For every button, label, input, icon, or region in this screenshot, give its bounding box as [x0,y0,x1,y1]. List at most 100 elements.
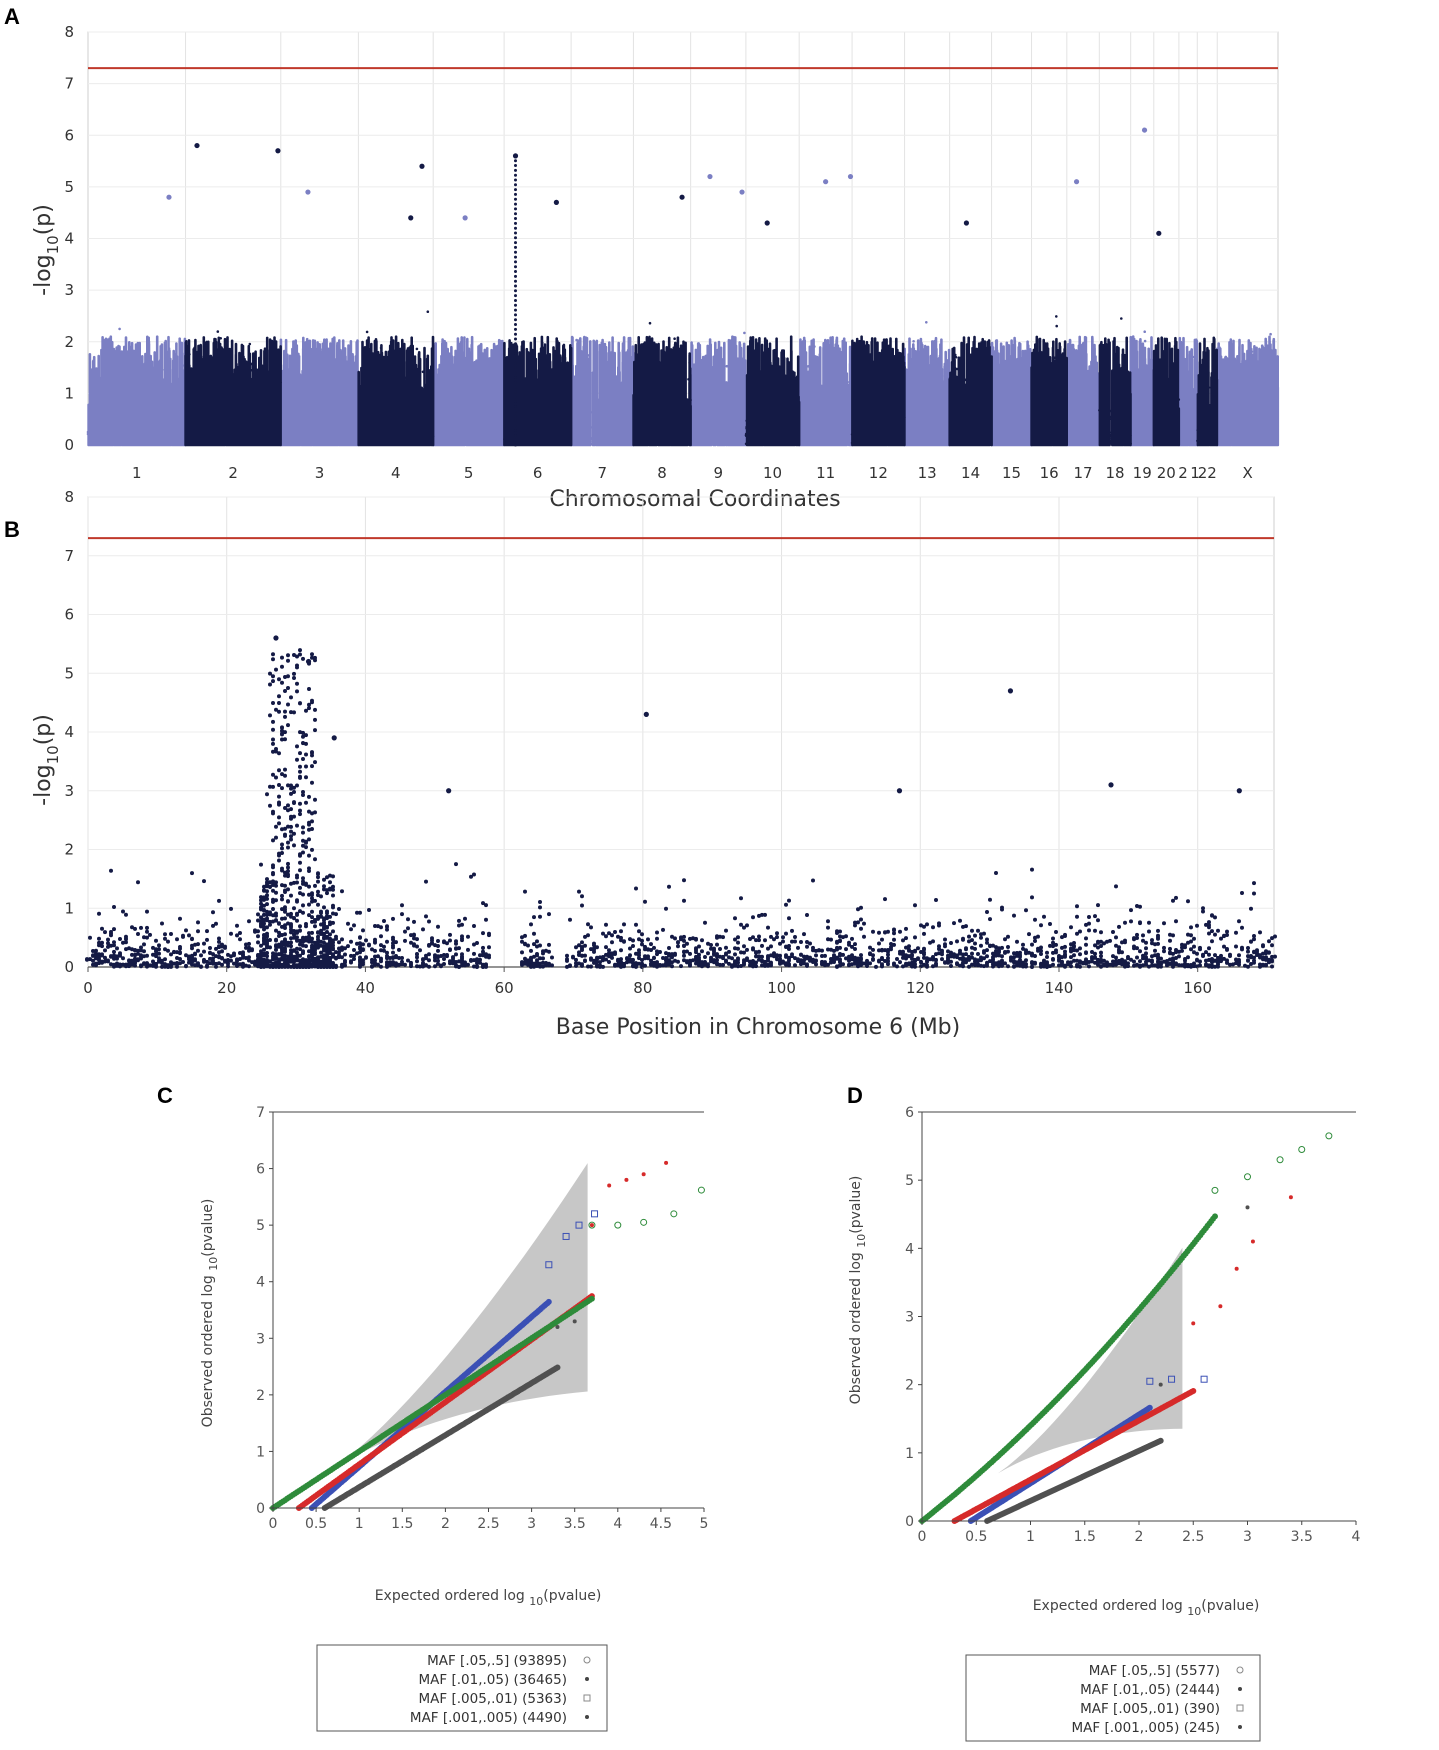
y-tick-label: 0 [256,1501,265,1517]
x-tick-label: 3.5 [564,1516,586,1532]
qq-point [640,1218,648,1226]
x-tick-label: 12 [869,464,888,482]
y-tick-label: 1 [256,1444,265,1460]
x-tick-label: 0 [83,979,93,997]
y-tick-label: 2 [64,333,74,351]
x-tick-label: 80 [633,979,652,997]
qq-point [1325,1132,1333,1140]
qq-point [1200,1375,1208,1383]
top-hit-point [166,194,172,200]
y-tick-label: 0 [905,1514,914,1530]
qq-point [575,1221,583,1229]
legend-marker [1238,1687,1242,1691]
qq-point [624,1177,629,1182]
top-hit-point [963,220,970,226]
qq-point [1218,1304,1223,1309]
data-points-a [86,127,1280,447]
y-tick-label: 6 [256,1162,265,1178]
legend-marker [585,1677,589,1681]
y-tick-label: 2 [64,841,74,859]
top-hit-point [419,163,425,169]
legend-box [965,1654,1261,1742]
top-hit-point [1073,179,1080,185]
legend-label: MAF [.005,.01) (390) [1080,1701,1220,1717]
top-hit-point [275,148,281,154]
x-tick-label: 8 [657,464,667,482]
peak-point [446,788,452,794]
y-tick-label: 6 [905,1105,914,1121]
x-tick-label: 1.5 [1074,1529,1096,1545]
qq-point [641,1172,646,1177]
y-tick-label: 4 [64,230,74,248]
panel-label-a: A [4,4,20,29]
x-axis-title-d: Expected ordered log 10(pvalue) [1033,1598,1260,1618]
data-points-d [919,1132,1333,1524]
y-tick-label: 8 [64,23,74,41]
x-tick-label: 3 [527,1516,536,1532]
y-axis-ticks-b: 0 1 2 3 4 5 6 7 8 [64,488,74,976]
legend-d: MAF [.05,.5] (5577) MAF [.01,.05) (2444) M… [965,1654,1261,1742]
qq-point [1168,1375,1176,1383]
x-tick-label: 2 [441,1516,450,1532]
x-tick-label: X [1242,464,1252,482]
legend-marker [1236,1704,1244,1712]
x-tick-label: 20 [217,979,236,997]
top-hit-point [462,215,468,221]
x-tick-label: 60 [495,979,514,997]
top-hit-point [1156,230,1162,236]
y-tick-label: 3 [905,1310,914,1326]
x-tick-label: 1.5 [391,1516,413,1532]
y-tick-label: 4 [64,723,74,741]
qq-point [1276,1156,1284,1164]
x-tick-label: 17 [1074,464,1093,482]
qq-point [670,1210,678,1218]
panel-label-c: C [157,1083,173,1108]
x-tick-label: 140 [1045,979,1074,997]
x-tick-label: 160 [1183,979,1212,997]
x-tick-label: 1 [1026,1529,1035,1545]
data-points-b [85,635,1277,969]
qq-plot-d: 0 0.5 1 1.5 2 2.5 3 3.5 4 0 1 2 3 4 5 6 Expected ordere… [848,1105,1361,1742]
legend-label: MAF [.001,.005) (4490) [410,1710,567,1726]
x-tick-label: 11 [816,464,835,482]
legend-label: MAF [.05,.5] (93895) [427,1653,567,1669]
legend-marker [1236,1666,1244,1674]
y-axis-title-d: Observed ordered log 10(pvalue) [848,1176,868,1405]
qq-point [589,1223,594,1228]
x-tick-label: 100 [767,979,796,997]
y-tick-label: 7 [64,547,74,565]
qq-point [1191,1321,1196,1326]
y-tick-label: 5 [64,178,74,196]
x-axis-title-a: Chromosomal Coordinates [549,487,840,512]
x-tick-label: 7 [598,464,608,482]
qq-point [1211,1186,1219,1194]
x-tick-label: 4 [613,1516,622,1532]
x-tick-label: 3.5 [1291,1529,1313,1545]
x-tick-label: 14 [961,464,980,482]
top-hit-point [707,173,713,180]
x-tick-label: 22 [1198,464,1217,482]
x-tick-label: 0 [918,1529,927,1545]
y-axis-title-c: Observed ordered log 10(pvalue) [200,1199,220,1428]
y-tick-label: 1 [64,384,74,402]
y-axis-ticks-a: 0 1 2 3 4 5 6 7 8 [64,23,74,454]
null-confidence-band-c [333,1163,588,1469]
y-tick-label: 7 [256,1105,265,1121]
legend-c: MAF [.05,.5] (93895) MAF [.01,.05) (36465… [316,1644,608,1732]
qq-point [1288,1195,1293,1200]
y-tick-label: 8 [64,488,74,506]
legend-marker [583,1694,591,1702]
qq-point [562,1232,570,1240]
panel-label-b: B [4,517,20,542]
y-tick-label: 4 [905,1241,914,1257]
legend-label: MAF [.01,.05) (2444) [1080,1682,1220,1698]
x-tick-label: 15 [1002,464,1021,482]
qq-point [1158,1382,1163,1387]
y-tick-label: 3 [256,1331,265,1347]
x-tick-label: 1 [132,464,142,482]
x-tick-label: 5 [700,1516,709,1532]
x-tick-label: 1 [1190,464,1200,482]
y-axis-title-b: -log10(p) [31,714,62,806]
panel-label-d: D [847,1083,863,1108]
y-tick-label: 6 [64,606,74,624]
